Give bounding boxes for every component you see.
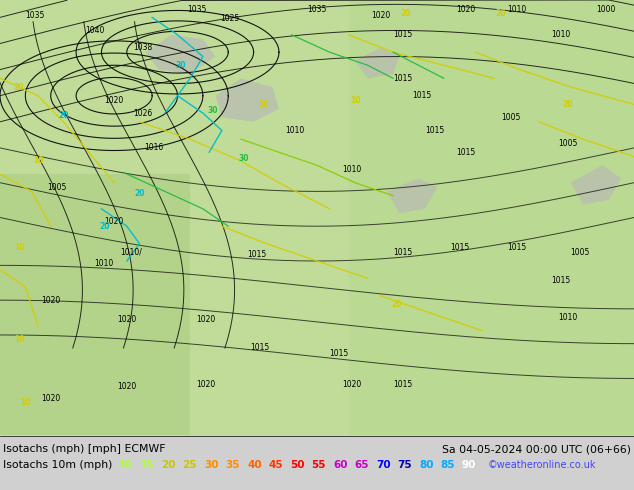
Text: 1015: 1015 (247, 250, 266, 259)
Text: 65: 65 (354, 460, 369, 470)
Text: 70: 70 (376, 460, 391, 470)
Polygon shape (355, 48, 399, 78)
Text: 20: 20 (161, 460, 176, 470)
Text: 1015: 1015 (393, 380, 412, 389)
Text: 1005: 1005 (501, 113, 521, 122)
Text: 90: 90 (462, 460, 476, 470)
Text: 1020: 1020 (105, 218, 124, 226)
Text: 1015: 1015 (330, 349, 349, 358)
Text: 1015: 1015 (450, 244, 469, 252)
Text: 50: 50 (290, 460, 304, 470)
Text: 20: 20 (496, 8, 506, 18)
Polygon shape (216, 78, 279, 122)
Text: 20: 20 (391, 300, 401, 309)
Text: 1010: 1010 (342, 165, 361, 174)
Text: 30: 30 (204, 460, 219, 470)
Text: 20: 20 (401, 8, 411, 18)
Text: 1020: 1020 (197, 315, 216, 324)
Text: ©weatheronline.co.uk: ©weatheronline.co.uk (488, 460, 596, 470)
Text: 1025: 1025 (220, 14, 239, 23)
Text: 20: 20 (100, 221, 110, 231)
Bar (0, 174, 190, 435)
Text: 20: 20 (134, 189, 145, 198)
Bar (349, 0, 634, 435)
Text: 1010: 1010 (285, 126, 304, 135)
Text: 1020: 1020 (456, 5, 476, 14)
Text: 1005: 1005 (558, 139, 578, 148)
Text: 35: 35 (226, 460, 240, 470)
Text: 1010: 1010 (552, 30, 571, 39)
Text: 1010: 1010 (94, 259, 113, 268)
Text: 1016: 1016 (145, 144, 164, 152)
Text: 1015: 1015 (425, 126, 444, 135)
Polygon shape (146, 35, 216, 74)
Text: 1015: 1015 (507, 244, 526, 252)
Text: 10: 10 (14, 244, 24, 252)
Text: 1035: 1035 (307, 5, 327, 14)
Text: 1026: 1026 (133, 109, 152, 118)
Text: 10: 10 (118, 460, 133, 470)
Text: 1020: 1020 (117, 315, 136, 324)
Text: 15: 15 (139, 460, 154, 470)
Text: 1035: 1035 (187, 5, 207, 14)
Polygon shape (571, 165, 621, 204)
Text: 30: 30 (239, 154, 249, 163)
Text: 1020: 1020 (105, 96, 124, 104)
Text: 1010/: 1010/ (120, 248, 143, 257)
Text: 1020: 1020 (41, 295, 60, 305)
Text: 1005: 1005 (48, 183, 67, 192)
Text: 1035: 1035 (25, 11, 45, 20)
Polygon shape (387, 178, 437, 213)
Text: 40: 40 (247, 460, 262, 470)
Text: 1020: 1020 (371, 11, 390, 20)
Text: 30: 30 (207, 106, 217, 116)
Text: 1005: 1005 (571, 248, 590, 257)
Text: 1015: 1015 (456, 148, 476, 157)
Text: 30: 30 (176, 61, 186, 70)
Text: 80: 80 (419, 460, 434, 470)
Text: 1015: 1015 (552, 276, 571, 285)
Text: 10: 10 (33, 156, 43, 166)
Text: 1020: 1020 (117, 382, 136, 391)
Text: 1015: 1015 (393, 30, 412, 39)
Text: 1010: 1010 (507, 5, 526, 14)
Text: Isotachs 10m (mph): Isotachs 10m (mph) (3, 460, 112, 470)
Text: 1015: 1015 (250, 343, 269, 352)
Text: 1020: 1020 (197, 380, 216, 389)
Text: 75: 75 (398, 460, 412, 470)
Text: 10: 10 (14, 335, 24, 344)
Text: 1015: 1015 (393, 248, 412, 257)
Text: Isotachs (mph) [mph] ECMWF: Isotachs (mph) [mph] ECMWF (3, 444, 165, 454)
Text: 1020: 1020 (41, 393, 60, 402)
Text: 20: 20 (58, 111, 68, 120)
Text: 1015: 1015 (393, 74, 412, 83)
Text: 10: 10 (350, 96, 360, 104)
Text: 1020: 1020 (342, 380, 361, 389)
Text: 25: 25 (183, 460, 197, 470)
Text: 1010: 1010 (558, 313, 577, 322)
Text: 45: 45 (269, 460, 283, 470)
Text: 1015: 1015 (412, 91, 431, 100)
Text: 1040: 1040 (86, 26, 105, 35)
Text: 85: 85 (441, 460, 455, 470)
Text: 60: 60 (333, 460, 347, 470)
Text: 1038: 1038 (133, 43, 152, 52)
Text: 20: 20 (562, 100, 573, 109)
Text: 10: 10 (258, 100, 268, 109)
Text: Sa 04-05-2024 00:00 UTC (06+66): Sa 04-05-2024 00:00 UTC (06+66) (442, 444, 631, 454)
Text: 1000: 1000 (596, 5, 616, 14)
Text: 10: 10 (20, 398, 30, 407)
Text: 55: 55 (311, 460, 326, 470)
Text: 20: 20 (14, 82, 24, 92)
